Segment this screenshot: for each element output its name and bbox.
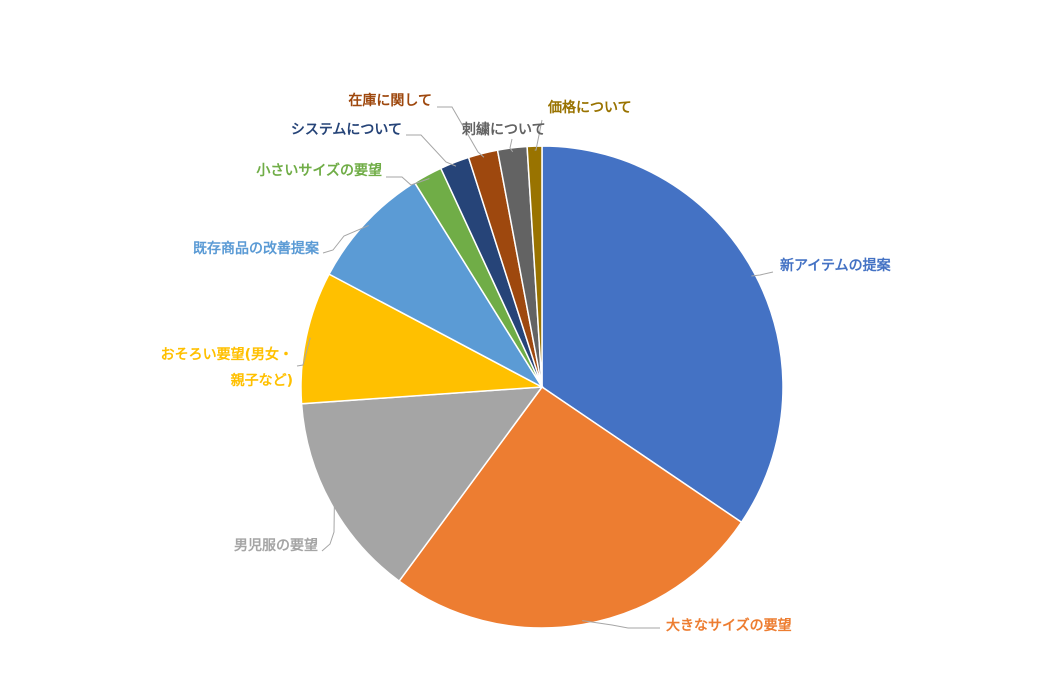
slice-label-line: 在庫に関して — [348, 92, 432, 109]
pie-slice — [300, 386, 544, 583]
slice-label-line: システムについて — [291, 122, 402, 138]
slice-label-line: 小さいサイズの要望 — [256, 162, 382, 179]
slice-label: 価格について — [547, 99, 632, 116]
slice-label: 既存商品の改善提案 — [193, 240, 320, 257]
leader-line — [751, 271, 774, 277]
leader-line — [534, 119, 543, 151]
slice-label: 大きなサイズの要望 — [666, 617, 792, 634]
leader-line — [509, 138, 514, 153]
slice-label: 刺繍について — [462, 121, 546, 138]
leader-line — [582, 620, 660, 629]
slice-label-line: 既存商品の改善提案 — [193, 240, 320, 257]
pie-slices — [300, 145, 784, 629]
leader-line — [406, 134, 457, 167]
leader-line — [321, 501, 335, 552]
pie-slice — [526, 145, 543, 388]
slice-label: 在庫に関して — [348, 92, 432, 109]
leader-lines — [296, 106, 774, 629]
slice-label-line: 価格について — [547, 99, 632, 116]
slice-label-line: 新アイテムの提案 — [780, 257, 892, 274]
slice-label-line: 大きなサイズの要望 — [666, 617, 792, 634]
leader-line — [386, 176, 430, 186]
leader-line — [296, 337, 311, 367]
slice-label-line: 男児服の要望 — [234, 537, 318, 554]
slice-label-line: 刺繍について — [462, 121, 546, 138]
leader-line — [437, 106, 485, 158]
slice-label: システムについて — [291, 122, 402, 138]
pie-slice — [300, 273, 545, 405]
pie-slice — [541, 145, 784, 524]
slice-label: おそろい要望(男女・親子など) — [161, 346, 293, 389]
slice-label-line: 親子など) — [231, 372, 293, 389]
pie-slice — [398, 385, 743, 629]
slice-label: 男児服の要望 — [234, 537, 318, 554]
leader-line — [322, 224, 369, 254]
slice-label: 小さいサイズの要望 — [256, 162, 382, 179]
slice-label: 新アイテムの提案 — [780, 257, 892, 274]
slice-label-line: おそろい要望(男女・ — [161, 346, 293, 363]
